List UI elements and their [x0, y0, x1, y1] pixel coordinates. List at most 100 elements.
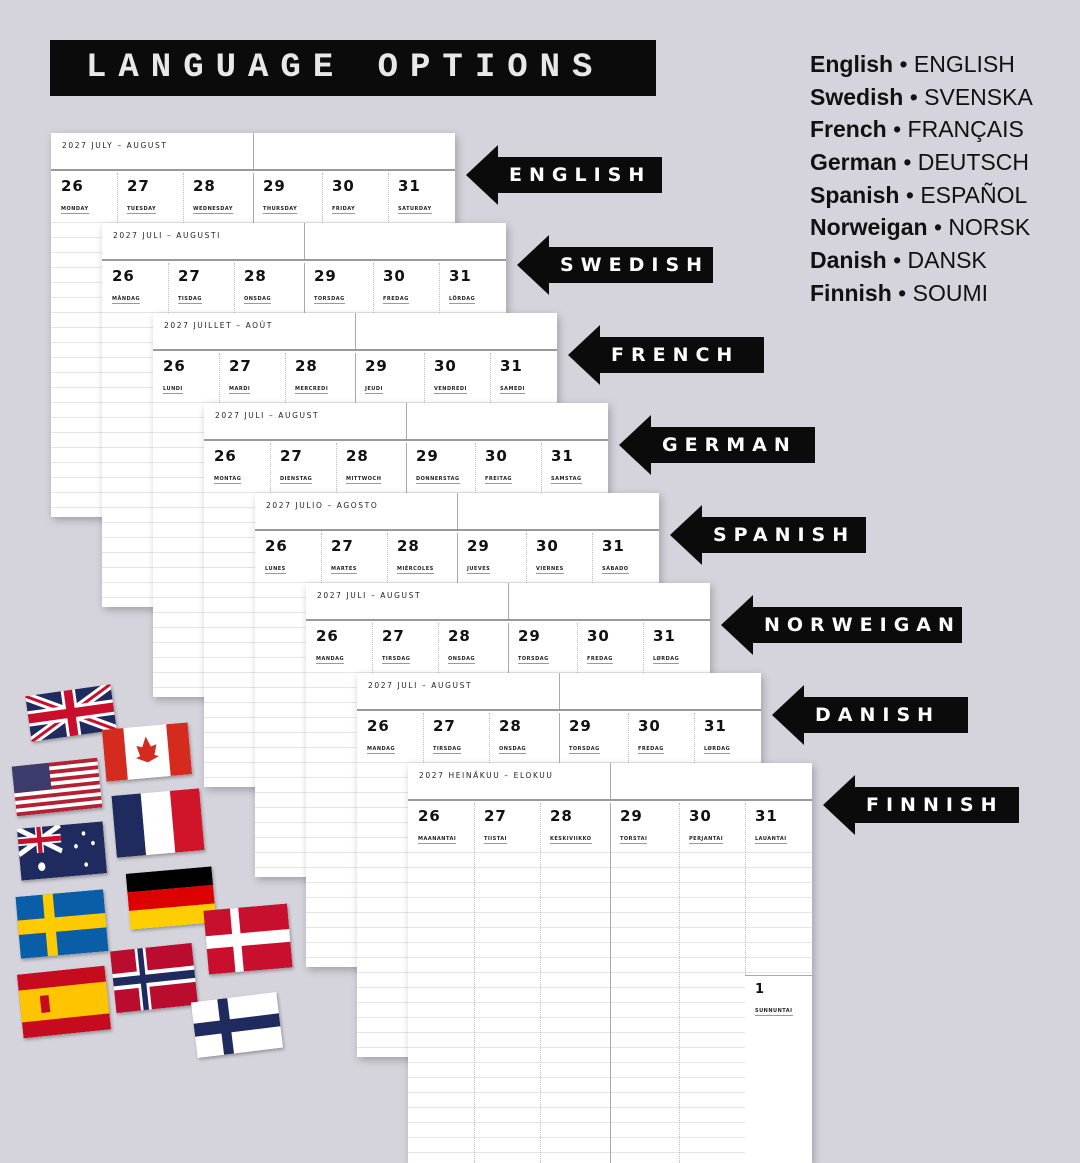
header-divider — [406, 403, 407, 439]
day-number: 31 — [602, 537, 625, 555]
day-number: 30 — [434, 357, 457, 375]
day-cell: 27 TIISTAI — [484, 807, 507, 844]
day-number: 31 — [704, 717, 727, 735]
day-name: SAMEDI — [500, 386, 525, 394]
day-number: 28 — [499, 717, 522, 735]
arrow-left-icon — [466, 145, 498, 205]
day-name: ONSDAG — [499, 746, 527, 754]
day-cell: 29 TORSTAI — [620, 807, 648, 844]
planner-header: 2027 JUILLET – AOÛT — [153, 313, 557, 351]
planner-header: 2027 HEINÄKUU – ELOKUU — [408, 763, 812, 801]
day-cell: 30 FREDAG — [587, 627, 613, 664]
day-number: 27 — [484, 807, 507, 825]
day-number: 28 — [550, 807, 573, 825]
planner-month-title: 2027 JULY – AUGUST — [62, 141, 168, 150]
day-cell: 31 LØRDAG — [704, 717, 731, 754]
day-name: MAANANTAI — [418, 836, 457, 844]
day-cell: 29 TORSDAG — [314, 267, 345, 304]
day-cell: 31 LØRDAG — [653, 627, 680, 664]
day-name: TORSDAG — [518, 656, 549, 664]
planner-month-title: 2027 JULI – AUGUST — [317, 591, 422, 600]
planner-month-title: 2027 JULI – AUGUST — [368, 681, 473, 690]
day-cell: 26 MONDAY — [61, 177, 89, 214]
day-number: 31 — [755, 807, 778, 825]
planner-header: 2027 JULI – AUGUST — [357, 673, 761, 711]
day-name: TISDAG — [178, 296, 202, 304]
language-item: Spanish • ESPAÑOL — [810, 181, 1028, 208]
day-number: 29 — [569, 717, 592, 735]
day-name: MARTES — [331, 566, 357, 574]
day-name: LUNES — [265, 566, 286, 574]
day-cell: 30 FREITAG — [485, 447, 513, 484]
day-number: 28 — [448, 627, 471, 645]
day-cell: 29 THURSDAY — [263, 177, 298, 214]
day-cell: 28 ONSDAG — [499, 717, 527, 754]
day-number: 27 — [229, 357, 252, 375]
day-name: SAMSTAG — [551, 476, 582, 484]
day-number: 30 — [332, 177, 355, 195]
day-name: TORSDAG — [314, 296, 345, 304]
day-name: LUNDI — [163, 386, 183, 394]
day-number: 29 — [467, 537, 490, 555]
day-cell: 28 WEDNESDAY — [193, 177, 233, 214]
day-number: 30 — [587, 627, 610, 645]
day-cell: 29 JEUDI — [365, 357, 388, 394]
day-name: MANDAG — [367, 746, 396, 754]
day-cell: 27 TIRSDAG — [433, 717, 462, 754]
day-cell: 28 ONSDAG — [448, 627, 476, 664]
day-cell: 31 LAUANTAI — [755, 807, 787, 844]
day-cell: 27 MARDI — [229, 357, 252, 394]
day-name: SATURDAY — [398, 206, 432, 214]
day-name: FREITAG — [485, 476, 513, 484]
planner-card: 2027 HEINÄKUU – ELOKUU 26 MAANANTAI 27 TIIST… — [408, 763, 812, 1163]
day-number: 28 — [244, 267, 267, 285]
flag-canada-icon — [101, 722, 193, 782]
day-cell: 28 MERCREDI — [295, 357, 329, 394]
language-item: Danish • DANSK — [810, 247, 987, 274]
header-divider — [457, 493, 458, 529]
column-divider — [540, 803, 541, 1163]
day-name: DIENSTAG — [280, 476, 313, 484]
arrow-left-icon — [568, 325, 600, 385]
day-number: 26 — [112, 267, 135, 285]
flag-france-icon — [111, 788, 205, 858]
planner-month-title: 2027 JULI – AUGUST — [215, 411, 320, 420]
day-number: 29 — [263, 177, 286, 195]
day-number: 27 — [280, 447, 303, 465]
day-cell: 26 LUNDI — [163, 357, 186, 394]
day-name: FRIDAY — [332, 206, 356, 214]
planner-month-title: 2027 JULIO – AGOSTO — [266, 501, 379, 510]
column-divider — [679, 803, 680, 1163]
language-list: English • ENGLISH Swedish • SVENSKA Fren… — [810, 48, 1033, 310]
day-name: LØRDAG — [653, 656, 680, 664]
day-name: TIRSDAG — [433, 746, 462, 754]
day-number: 27 — [382, 627, 405, 645]
header-divider — [304, 223, 305, 259]
day-number: 29 — [518, 627, 541, 645]
header-divider — [508, 583, 509, 619]
day-name: MONTAG — [214, 476, 242, 484]
day-cell: 28 MITTWOCH — [346, 447, 382, 484]
flag-spain-icon — [16, 965, 112, 1039]
day-name: TORSTAI — [620, 836, 648, 844]
day-name: SÁBADO — [602, 566, 629, 574]
day-name: JEUDI — [365, 386, 383, 394]
day-cell: 31 SAMEDI — [500, 357, 525, 394]
day-number: 31 — [500, 357, 523, 375]
day-cell: 31 SATURDAY — [398, 177, 432, 214]
day-cell: 28 KESKIVIIKKO — [550, 807, 592, 844]
day-cell: 30 FREDAG — [383, 267, 409, 304]
day-cell: 29 DONNERSTAG — [416, 447, 460, 484]
column-divider — [474, 803, 475, 1163]
day-number: 29 — [416, 447, 439, 465]
day-name: SUNNUNTAI — [755, 1008, 793, 1016]
day-cell: 27 TIRSDAG — [382, 627, 411, 664]
header-divider — [610, 763, 611, 799]
header-divider — [355, 313, 356, 349]
planner-header: 2027 JULI – AUGUST — [306, 583, 710, 621]
day-number: 28 — [346, 447, 369, 465]
planner-header: 2027 JULI – AUGUSTI — [102, 223, 506, 261]
day-name: MITTWOCH — [346, 476, 382, 484]
day-cell: 30 VENDREDI — [434, 357, 467, 394]
language-tag-label: DANISH — [803, 697, 968, 733]
